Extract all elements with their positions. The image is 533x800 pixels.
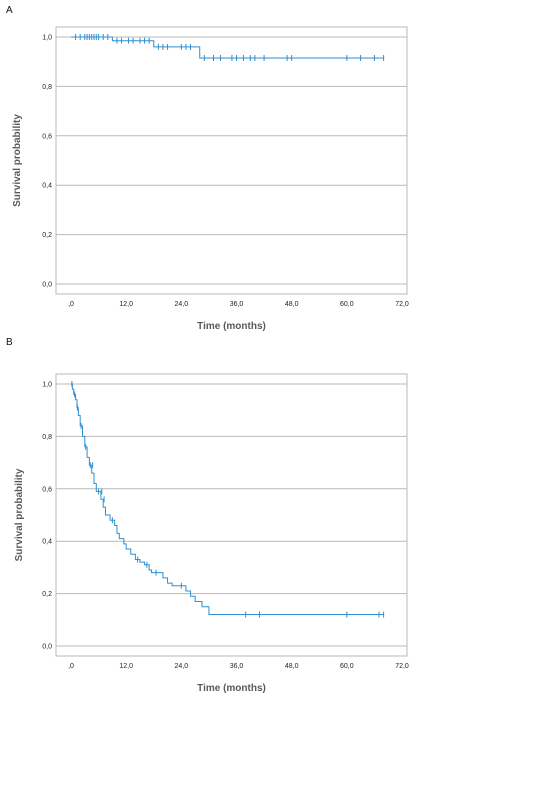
x-tick-label: 36,0 bbox=[230, 663, 244, 670]
panel-letter: B bbox=[6, 337, 13, 348]
plot-frame bbox=[55, 373, 408, 657]
x-tick-label: 60,0 bbox=[340, 663, 354, 670]
x-tick-label: 60,0 bbox=[340, 301, 354, 308]
x-tick-label: 24,0 bbox=[175, 663, 189, 670]
y-tick-label: 0,0 bbox=[42, 282, 52, 289]
y-tick-label: 0,4 bbox=[42, 539, 52, 546]
y-tick-label: 1,0 bbox=[42, 382, 52, 389]
x-tick-label: 36,0 bbox=[230, 301, 244, 308]
y-tick-label: 0,8 bbox=[42, 84, 52, 91]
y-tick-label: 0,6 bbox=[42, 133, 52, 140]
y-axis-label: Survival probability bbox=[14, 468, 25, 561]
x-tick-label: 12,0 bbox=[119, 663, 133, 670]
x-tick-label: 48,0 bbox=[285, 663, 299, 670]
x-tick-label: ,0 bbox=[68, 301, 74, 308]
y-axis-label: Survival probability bbox=[12, 114, 23, 207]
x-tick-label: 48,0 bbox=[285, 301, 299, 308]
y-tick-label: 0,2 bbox=[42, 232, 52, 239]
plot-frame bbox=[55, 26, 408, 295]
x-axis-label: Time (months) bbox=[197, 683, 266, 694]
y-tick-label: 0,4 bbox=[42, 183, 52, 190]
x-tick-label: 72,0 bbox=[395, 663, 409, 670]
x-tick-label: 12,0 bbox=[119, 301, 133, 308]
chart-panel-b: B 0,0 0,2 0,4 0,6 0,8 1,0 ,0 12,0 24,0 36,0 48,0 60,… bbox=[6, 337, 409, 694]
chart-panel-a: A 0,0 0,2 0,4 0,6 0,8 1,0 ,0 12,0 24,0 36,0 48,0 60,… bbox=[6, 5, 409, 332]
x-tick-label: 24,0 bbox=[175, 301, 189, 308]
x-tick-label: ,0 bbox=[68, 663, 74, 670]
y-tick-label: 0,8 bbox=[42, 434, 52, 441]
y-tick-label: 0,6 bbox=[42, 486, 52, 493]
x-axis-label: Time (months) bbox=[197, 321, 266, 332]
survival-curve bbox=[71, 383, 384, 616]
panel-letter: A bbox=[6, 5, 13, 16]
x-tick-label: 72,0 bbox=[395, 301, 409, 308]
survival-curve bbox=[71, 36, 384, 59]
y-tick-label: 0,0 bbox=[42, 644, 52, 651]
y-tick-label: 1,0 bbox=[42, 35, 52, 42]
y-tick-label: 0,2 bbox=[42, 591, 52, 598]
